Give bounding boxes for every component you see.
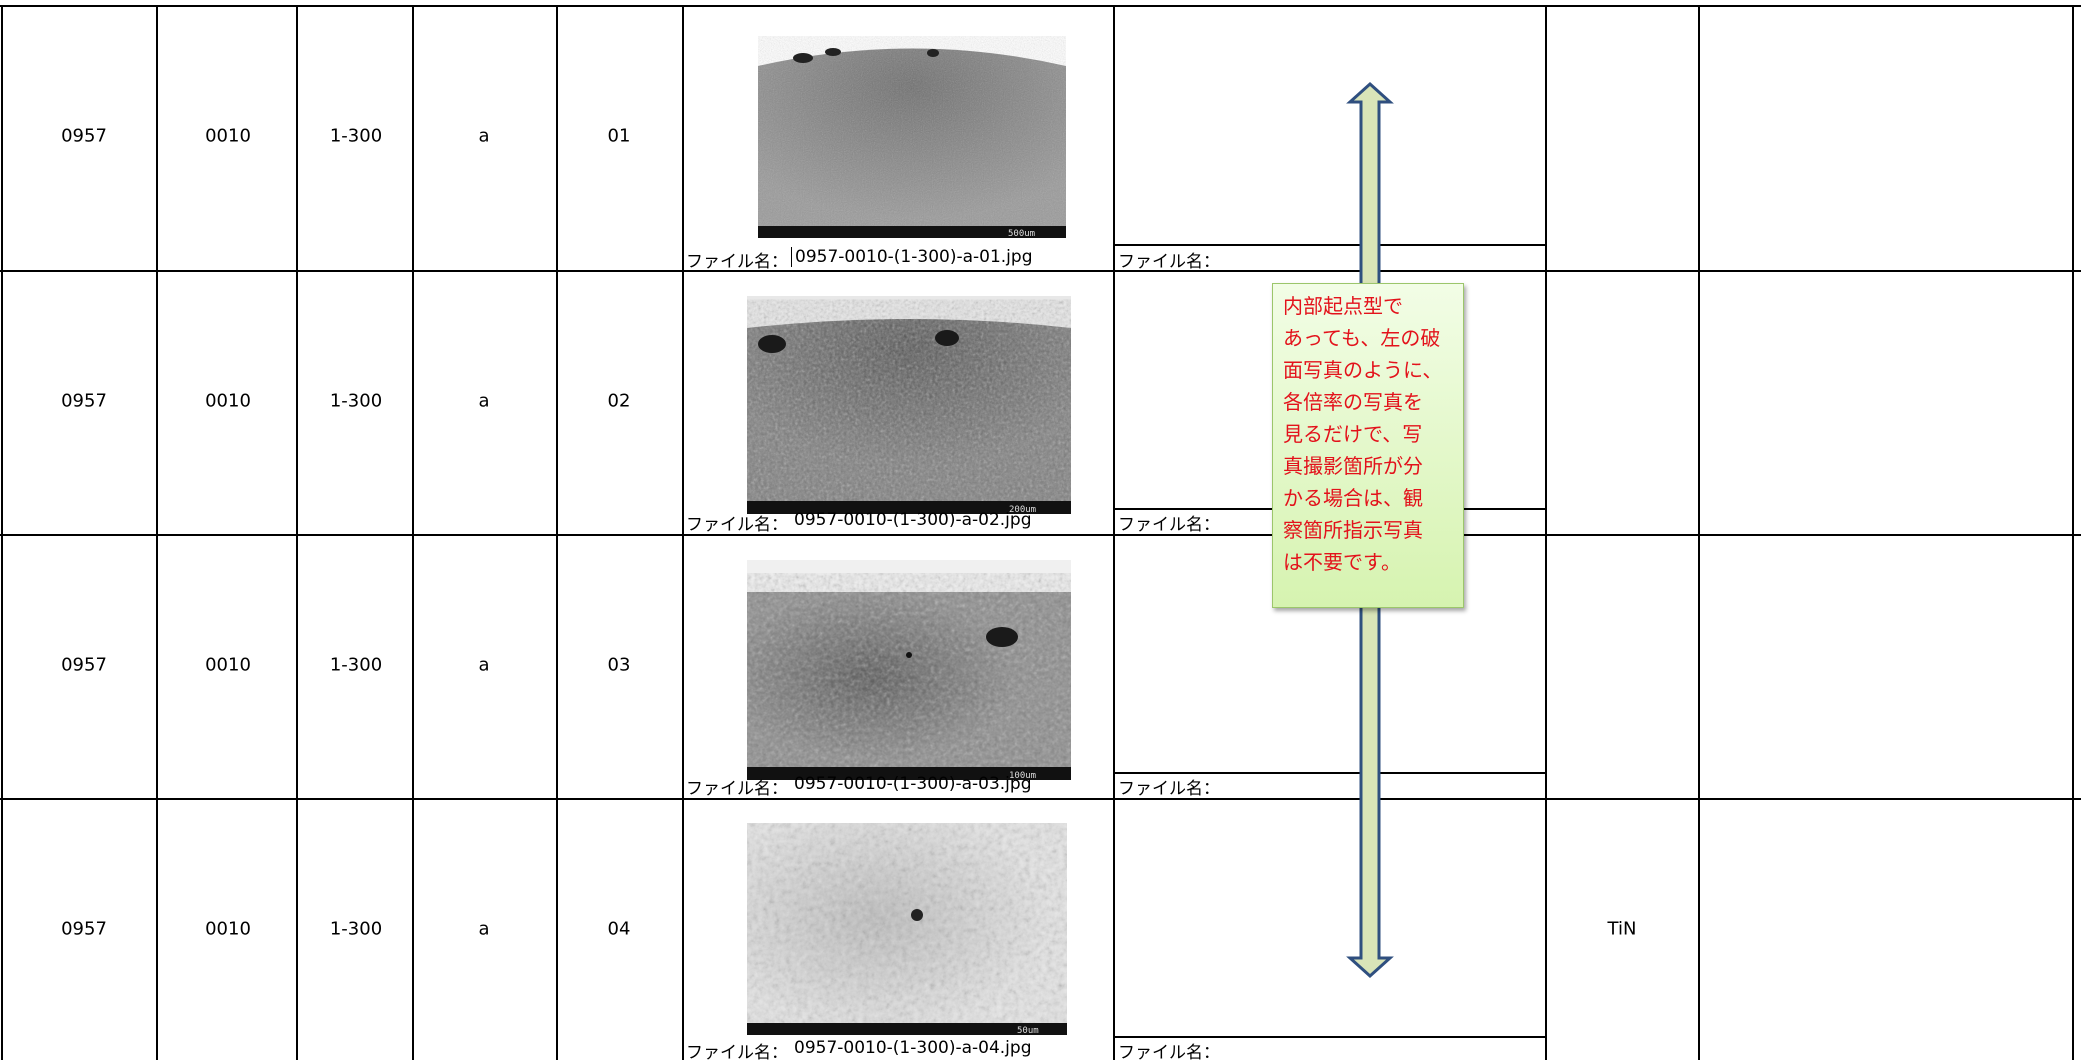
file-name-label: ファイル名： (686, 779, 788, 799)
file-name-value[interactable]: 0957-0010-(1-300)-a-04.jpg (794, 1038, 1032, 1058)
grid-line (1698, 6, 1700, 1060)
cell-col5[interactable]: 04 (607, 918, 631, 940)
grid-line (2072, 6, 2074, 1060)
grid-line (156, 6, 158, 1060)
grid-line (0, 534, 2081, 536)
grid-line (296, 6, 298, 1060)
fracture-photo[interactable]: 200um (747, 296, 1071, 514)
cell-col1[interactable]: 0957 (61, 918, 107, 940)
grid-line (0, 5, 2081, 7)
grid-line (412, 6, 414, 1060)
file-name-value[interactable]: 0957-0010-(1-300)-a-03.jpg (794, 774, 1032, 794)
cell-col5[interactable]: 02 (607, 390, 631, 412)
file-name-label: ファイル名： (686, 252, 788, 272)
scale-bar-label: 500um (1008, 229, 1035, 238)
cell-col2[interactable]: 0010 (205, 390, 251, 412)
file-name-value[interactable]: 0957-0010-(1-300)-a-02.jpg (794, 510, 1032, 530)
cell-col4[interactable]: a (478, 125, 490, 147)
scale-bar-label: 200um (1009, 505, 1036, 514)
grid-line (0, 798, 2081, 800)
file-name-value[interactable]: 0957-0010-(1-300)-a-01.jpg (791, 247, 1033, 267)
fracture-photo[interactable]: 100um (747, 560, 1071, 780)
grid-line (1113, 1036, 1545, 1038)
cell-col1[interactable]: 0957 (61, 654, 107, 676)
right-file-name-label: ファイル名： (1118, 515, 1220, 535)
cell-col3[interactable]: 1-300 (329, 125, 383, 147)
cell-col3[interactable]: 1-300 (329, 390, 383, 412)
right-file-name-label: ファイル名： (1118, 252, 1220, 272)
grid-line (0, 270, 2081, 272)
cell-col1[interactable]: 0957 (61, 390, 107, 412)
cell-col4[interactable]: a (478, 654, 490, 676)
right-file-name-label: ファイル名： (1118, 779, 1220, 799)
scale-bar-label: 100um (1009, 771, 1036, 780)
cell-col2[interactable]: 0010 (205, 125, 251, 147)
scale-bar-label: 50um (1017, 1026, 1039, 1035)
grid-line (1545, 6, 1547, 1060)
cell-coating[interactable]: TiN (1607, 918, 1637, 940)
fracture-photo[interactable]: 50um (747, 823, 1067, 1035)
cell-col4[interactable]: a (478, 918, 490, 940)
grid-line (1113, 244, 1545, 246)
cell-col5[interactable]: 01 (607, 125, 631, 147)
fracture-photo[interactable]: 500um (758, 36, 1066, 238)
cell-col2[interactable]: 0010 (205, 918, 251, 940)
file-name-label: ファイル名： (686, 515, 788, 535)
cell-col5[interactable]: 03 (607, 654, 631, 676)
grid-line (682, 6, 684, 1060)
file-name-label: ファイル名： (686, 1043, 788, 1063)
cell-col3[interactable]: 1-300 (329, 918, 383, 940)
cell-col1[interactable]: 0957 (61, 125, 107, 147)
cell-col2[interactable]: 0010 (205, 654, 251, 676)
grid-line (1113, 772, 1545, 774)
right-file-name-label: ファイル名： (1118, 1043, 1220, 1063)
grid-line (1, 6, 3, 1060)
grid-line (556, 6, 558, 1060)
cell-col4[interactable]: a (478, 390, 490, 412)
grid-line (1113, 6, 1115, 1060)
cell-col3[interactable]: 1-300 (329, 654, 383, 676)
callout-note[interactable]: 内部起点型で あっても、左の破 面写真のように、 各倍率の写真を 見るだけで、写… (1272, 283, 1464, 608)
